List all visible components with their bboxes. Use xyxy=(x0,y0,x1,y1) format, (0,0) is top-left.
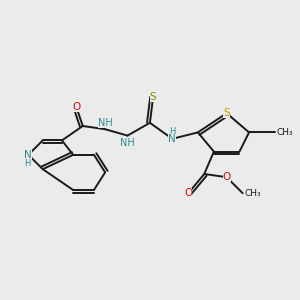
Text: S: S xyxy=(150,92,156,102)
Text: O: O xyxy=(72,102,80,112)
Text: NH: NH xyxy=(120,138,135,148)
Text: NH: NH xyxy=(98,118,112,128)
Text: O: O xyxy=(184,188,192,198)
Text: N: N xyxy=(25,150,32,160)
Text: N: N xyxy=(168,134,176,144)
Text: H: H xyxy=(169,127,176,136)
Text: O: O xyxy=(223,172,231,182)
Text: H: H xyxy=(25,159,31,168)
Text: CH₃: CH₃ xyxy=(244,189,261,198)
Text: S: S xyxy=(223,108,230,118)
Text: CH₃: CH₃ xyxy=(276,128,293,137)
